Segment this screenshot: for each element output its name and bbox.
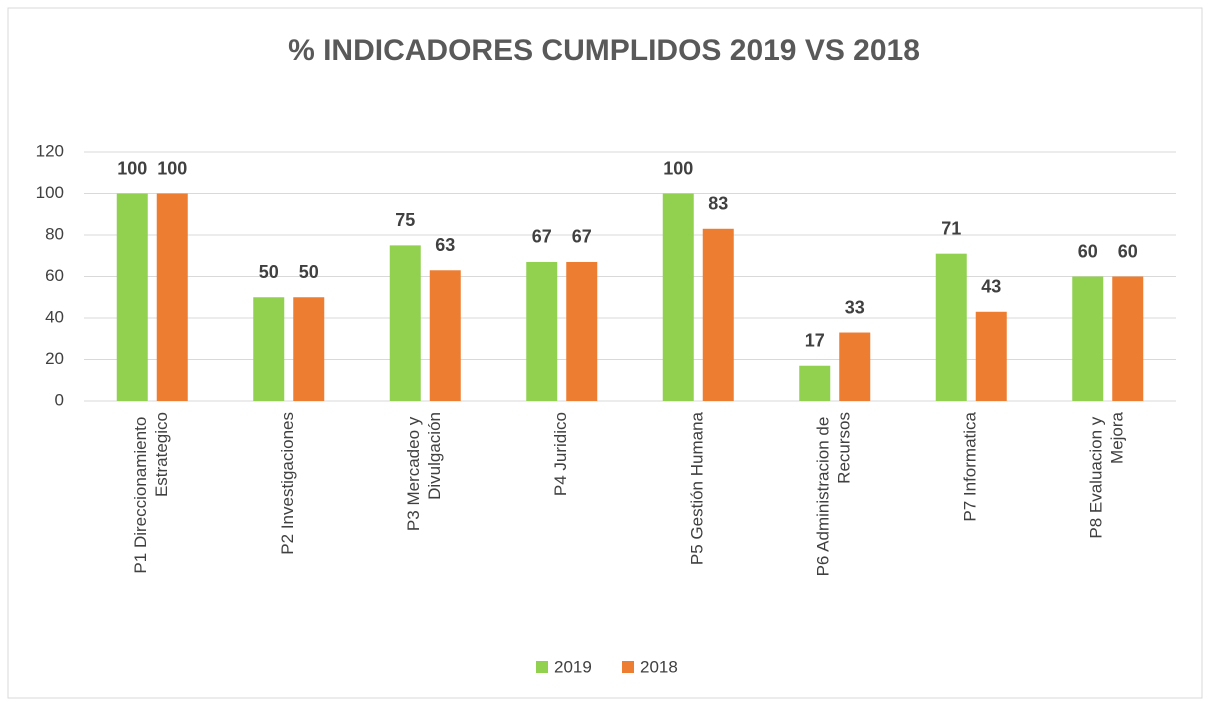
data-label: 67 xyxy=(572,227,592,247)
bar xyxy=(662,193,694,401)
legend-label: 2018 xyxy=(640,657,678,676)
y-tick-label: 40 xyxy=(45,307,64,326)
bar xyxy=(429,270,461,401)
bar xyxy=(1072,276,1104,401)
data-label: 100 xyxy=(157,158,187,178)
x-tick-label: P3 Mercadeo y Divulgación xyxy=(404,412,444,531)
bar xyxy=(526,261,558,401)
bar xyxy=(1112,276,1144,401)
x-tick-label: P4 Juridico xyxy=(551,412,570,496)
y-tick-label: 100 xyxy=(36,183,64,202)
y-tick-label: 60 xyxy=(45,266,64,285)
bar xyxy=(975,311,1007,401)
data-label: 71 xyxy=(941,218,961,238)
bar xyxy=(839,332,871,401)
bar xyxy=(253,297,285,401)
data-label: 60 xyxy=(1078,241,1098,261)
data-label: 100 xyxy=(663,158,693,178)
y-tick-label: 80 xyxy=(45,224,64,243)
data-label: 50 xyxy=(259,262,279,282)
x-tick-label: P6 Administracion de Recursos xyxy=(814,412,854,576)
x-tick-label: P5 Gestión Humana xyxy=(688,411,707,565)
legend-swatch xyxy=(622,661,634,673)
data-label: 50 xyxy=(299,262,319,282)
bar xyxy=(116,193,148,401)
y-tick-label: 20 xyxy=(45,349,64,368)
chart-title: % INDICADORES CUMPLIDOS 2019 VS 2018 xyxy=(288,34,920,67)
bar xyxy=(799,365,831,401)
y-tick-label: 120 xyxy=(36,141,64,160)
data-label: 83 xyxy=(708,194,728,214)
legend-label: 2019 xyxy=(554,657,592,676)
bar xyxy=(156,193,188,401)
bar xyxy=(566,261,598,401)
data-label: 75 xyxy=(395,210,415,230)
x-tick-label: P1 Direccionamiento Estrategico xyxy=(131,412,171,574)
bar xyxy=(935,253,967,401)
data-label: 43 xyxy=(981,277,1001,297)
bar xyxy=(293,297,325,401)
x-tick-label: P7 Informatica xyxy=(961,411,980,521)
data-label: 63 xyxy=(435,235,455,255)
legend-swatch xyxy=(536,661,548,673)
x-tick-label: P2 Investigaciones xyxy=(278,412,297,555)
data-label: 100 xyxy=(117,158,147,178)
data-label: 67 xyxy=(532,227,552,247)
x-tick-label: P8 Evaluacion y Mejora xyxy=(1087,411,1127,538)
data-label: 60 xyxy=(1118,241,1138,261)
data-label: 17 xyxy=(805,330,825,350)
bar xyxy=(389,245,421,401)
y-tick-label: 0 xyxy=(55,390,64,409)
bar xyxy=(702,228,734,401)
data-label: 33 xyxy=(845,297,865,317)
